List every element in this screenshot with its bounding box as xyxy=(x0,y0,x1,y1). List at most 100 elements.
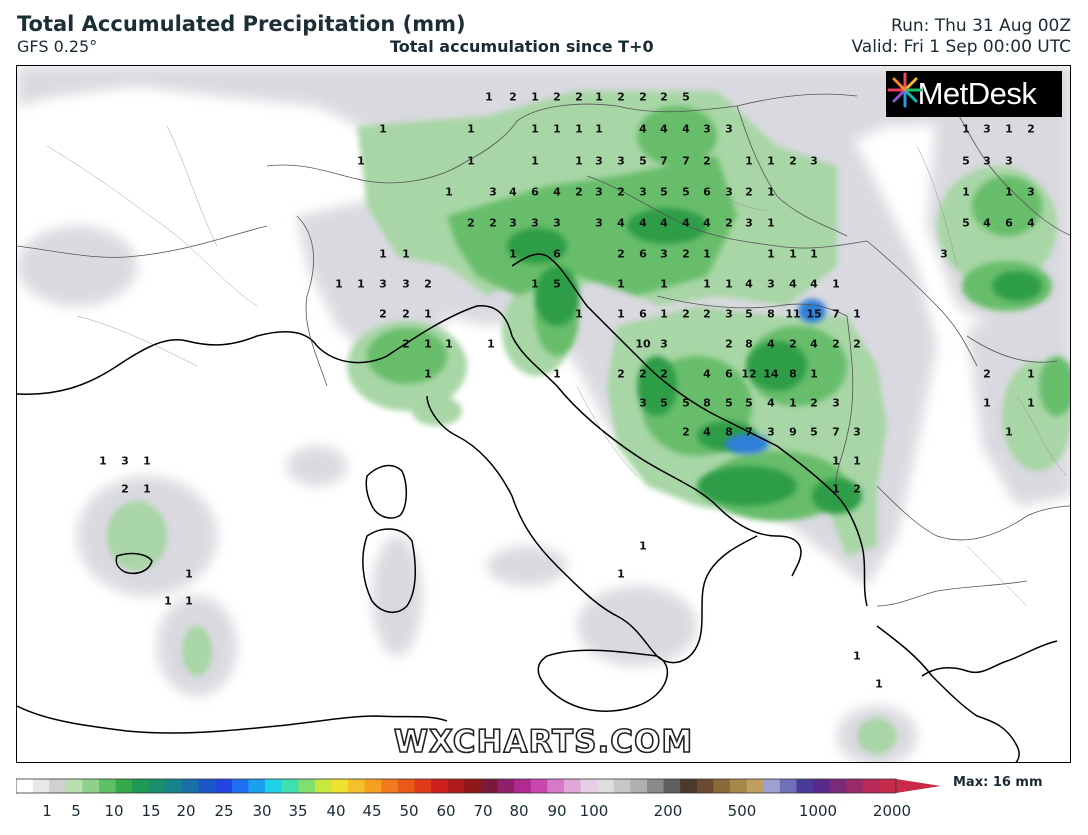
precip-value-label: 5 xyxy=(962,216,970,230)
metdesk-logo-text: MetDesk xyxy=(917,76,1037,111)
legend-swatch xyxy=(763,779,781,793)
precip-value-label: 4 xyxy=(983,216,991,230)
legend-tick-label: 45 xyxy=(362,802,382,820)
precip-value-label: 1 xyxy=(1005,185,1013,199)
precip-value-label: 1 xyxy=(832,482,840,496)
precip-value-label: 3 xyxy=(553,216,561,230)
precip-value-label: 4 xyxy=(682,122,690,136)
max-label: Max: 16 mm xyxy=(953,775,1043,790)
precip-value-label: 5 xyxy=(745,307,753,321)
precip-value-label: 2 xyxy=(402,337,410,351)
precip-value-label: 2 xyxy=(121,482,129,496)
precip-value-label: 3 xyxy=(531,216,539,230)
precip-value-label: 3 xyxy=(379,277,387,291)
precip-value-label: 2 xyxy=(745,185,753,199)
precip-value-label: 1 xyxy=(1027,367,1035,381)
precip-value-label: 1 xyxy=(875,677,883,691)
precip-value-label: 2 xyxy=(553,90,561,104)
legend-swatch xyxy=(779,779,797,793)
legend-swatch xyxy=(630,779,648,793)
precip-value-label: 7 xyxy=(682,154,690,168)
precip-value-label: 1 xyxy=(789,247,797,261)
precip-value-label: 1 xyxy=(983,396,991,410)
precip-value-label: 1 xyxy=(767,247,775,261)
legend-swatch xyxy=(447,779,465,793)
legend-swatch xyxy=(265,779,283,793)
precip-value-label: 2 xyxy=(725,337,733,351)
legend-tick-label: 90 xyxy=(547,802,567,820)
map-title: Total Accumulated Precipitation (mm) xyxy=(17,12,466,36)
legend-swatch xyxy=(646,779,665,793)
precip-value-label: 2 xyxy=(617,247,625,261)
precip-value-label: 6 xyxy=(639,247,647,261)
legend-swatch xyxy=(82,779,100,793)
precip-value-label: 3 xyxy=(767,277,775,291)
legend-tick-label: 50 xyxy=(399,802,419,820)
precip-value-label: 4 xyxy=(745,277,753,291)
precip-value-label: 4 xyxy=(703,216,711,230)
precip-value-label: 4 xyxy=(810,277,818,291)
precip-value-label: 6 xyxy=(639,307,647,321)
precip-value-label: 3 xyxy=(853,425,861,439)
color-legend xyxy=(16,777,946,797)
precip-value-label: 1 xyxy=(962,122,970,136)
precip-value-label: 8 xyxy=(703,396,711,410)
precip-value-label: 1 xyxy=(467,122,475,136)
precip-value-label: 7 xyxy=(832,425,840,439)
precip-value-label: 1 xyxy=(402,247,410,261)
legend-swatch xyxy=(32,779,50,793)
precip-value-label: 1 xyxy=(185,567,193,581)
precip-value-label: 5 xyxy=(660,185,668,199)
precip-value-label: 2 xyxy=(575,185,583,199)
legend-tick-label: 5 xyxy=(71,802,81,820)
legend-swatch xyxy=(231,779,249,793)
legend-swatch xyxy=(663,779,681,793)
precip-value-label: 2 xyxy=(489,216,497,230)
legend-swatch xyxy=(879,779,897,793)
precip-value-label: 2 xyxy=(682,425,690,439)
legend-tick-label: 20 xyxy=(176,802,196,820)
precip-value-label: 3 xyxy=(660,247,668,261)
legend-swatch xyxy=(829,779,847,793)
model-label: GFS 0.25° xyxy=(17,37,98,56)
legend-swatch xyxy=(514,779,532,793)
precip-value-label: 1 xyxy=(143,454,151,468)
precip-value-label: 1 xyxy=(595,122,603,136)
precip-value-label: 2 xyxy=(810,396,818,410)
map-canvas xyxy=(17,66,1070,762)
legend-swatch xyxy=(796,779,814,793)
legend-swatch xyxy=(314,779,332,793)
precip-value-label: 4 xyxy=(703,367,711,381)
legend-tick-label: 2000 xyxy=(872,802,912,820)
precip-value-label: 11 xyxy=(785,307,801,321)
legend-swatch xyxy=(381,779,399,793)
precip-value-label: 4 xyxy=(617,216,625,230)
precip-value-label: 1 xyxy=(445,185,453,199)
precip-value-label: 1 xyxy=(767,185,775,199)
heavy-precip-layer xyxy=(725,299,826,454)
precip-value-label: 8 xyxy=(767,307,775,321)
precip-value-label: 3 xyxy=(725,185,733,199)
precip-value-label: 4 xyxy=(639,216,647,230)
precip-value-label: 1 xyxy=(575,154,583,168)
precip-value-label: 3 xyxy=(810,154,818,168)
precip-value-label: 5 xyxy=(810,425,818,439)
precip-value-label: 1 xyxy=(725,277,733,291)
precip-value-label: 5 xyxy=(682,185,690,199)
legend-tick-label: 60 xyxy=(436,802,456,820)
precip-value-label: 2 xyxy=(789,154,797,168)
legend-swatch xyxy=(547,779,565,793)
precip-value-label: 5 xyxy=(745,396,753,410)
precip-value-label: 7 xyxy=(745,425,753,439)
precip-value-label: 10 xyxy=(635,337,651,351)
legend-tick-label: 10 xyxy=(104,802,124,820)
legend-tick-label: 30 xyxy=(252,802,272,820)
precip-value-label: 2 xyxy=(402,307,410,321)
legend-swatch xyxy=(215,779,233,793)
precip-value-label: 3 xyxy=(595,185,603,199)
precip-value-label: 15 xyxy=(806,307,822,321)
legend-swatch xyxy=(431,779,449,793)
legend-outline xyxy=(16,778,897,794)
metdesk-logo: MetDesk xyxy=(886,71,1062,117)
